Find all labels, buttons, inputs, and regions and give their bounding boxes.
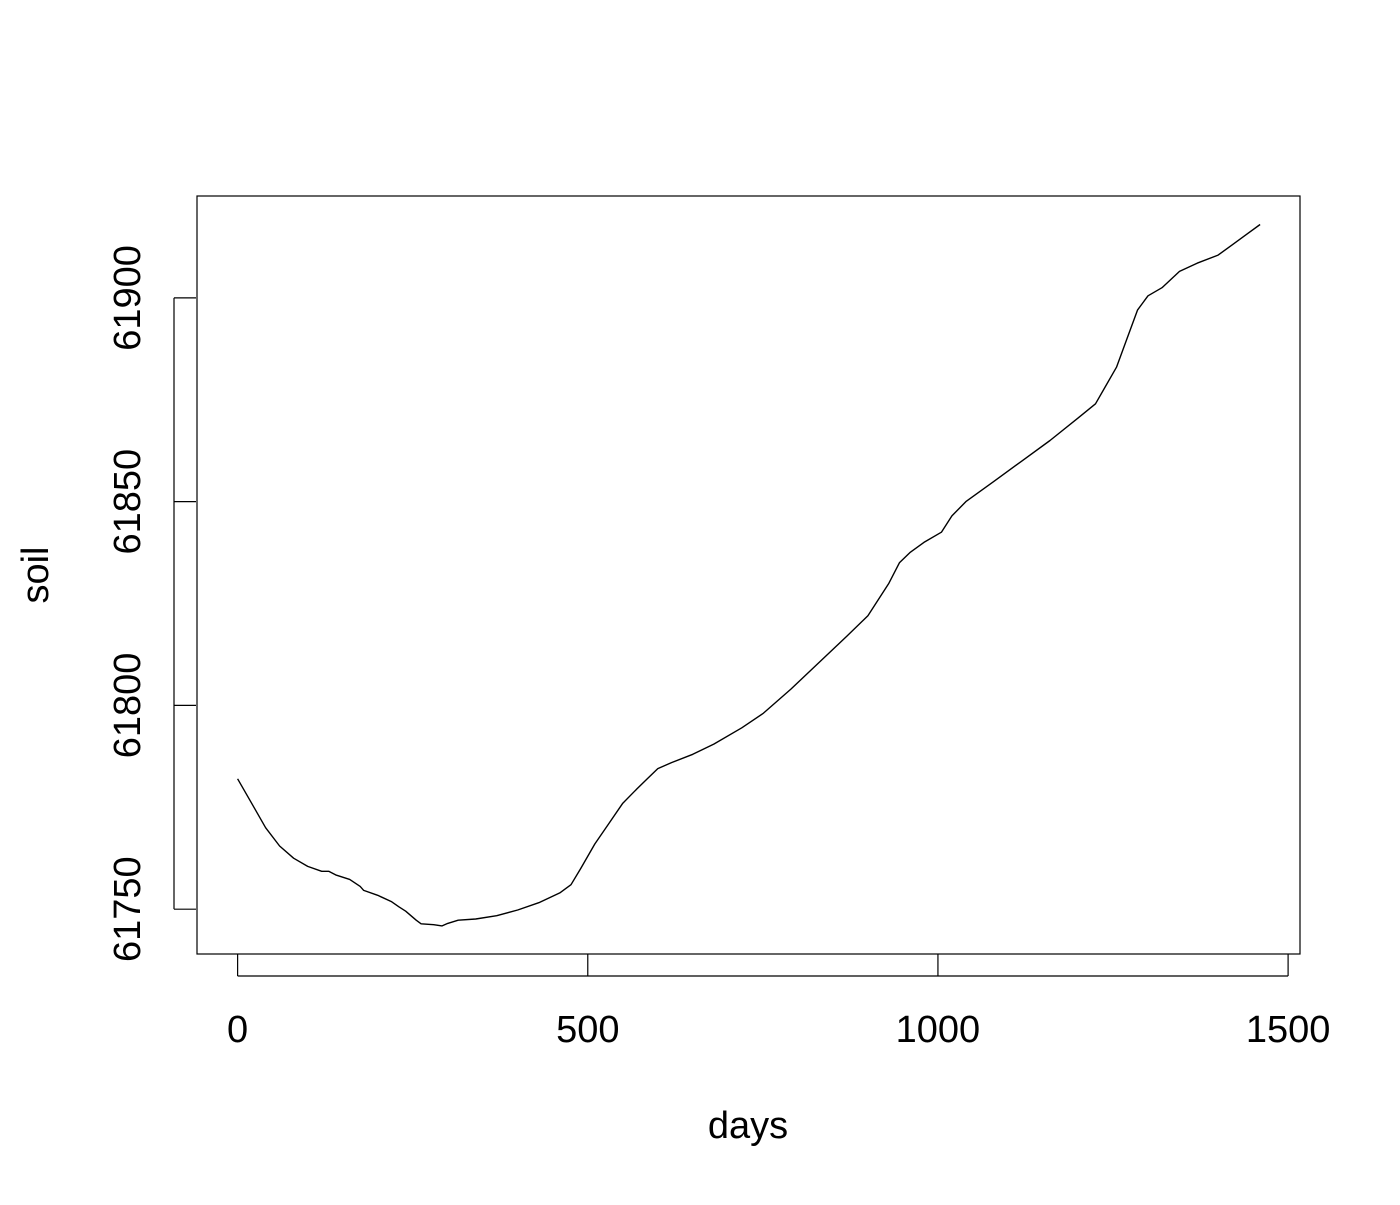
y-tick-label: 61800 [107,653,149,759]
x-tick-label: 500 [556,1009,619,1051]
x-tick-label: 1000 [896,1009,981,1051]
plot-frame [196,195,1301,955]
x-axis-title: days [708,1105,788,1147]
series-layer [236,223,1261,927]
x-tick-label: 0 [227,1009,248,1051]
y-axis-title: soil [15,546,57,603]
x-tick-label: 1500 [1246,1009,1331,1051]
y-tick-label: 61900 [107,245,149,351]
x-axis: 0 500 1000 1500 [227,954,1330,1051]
y-tick-label: 61750 [107,856,149,962]
y-axis: 61750 61800 61850 61900 [107,245,196,962]
y-tick-label: 61850 [107,449,149,555]
series-line [236,223,1261,927]
